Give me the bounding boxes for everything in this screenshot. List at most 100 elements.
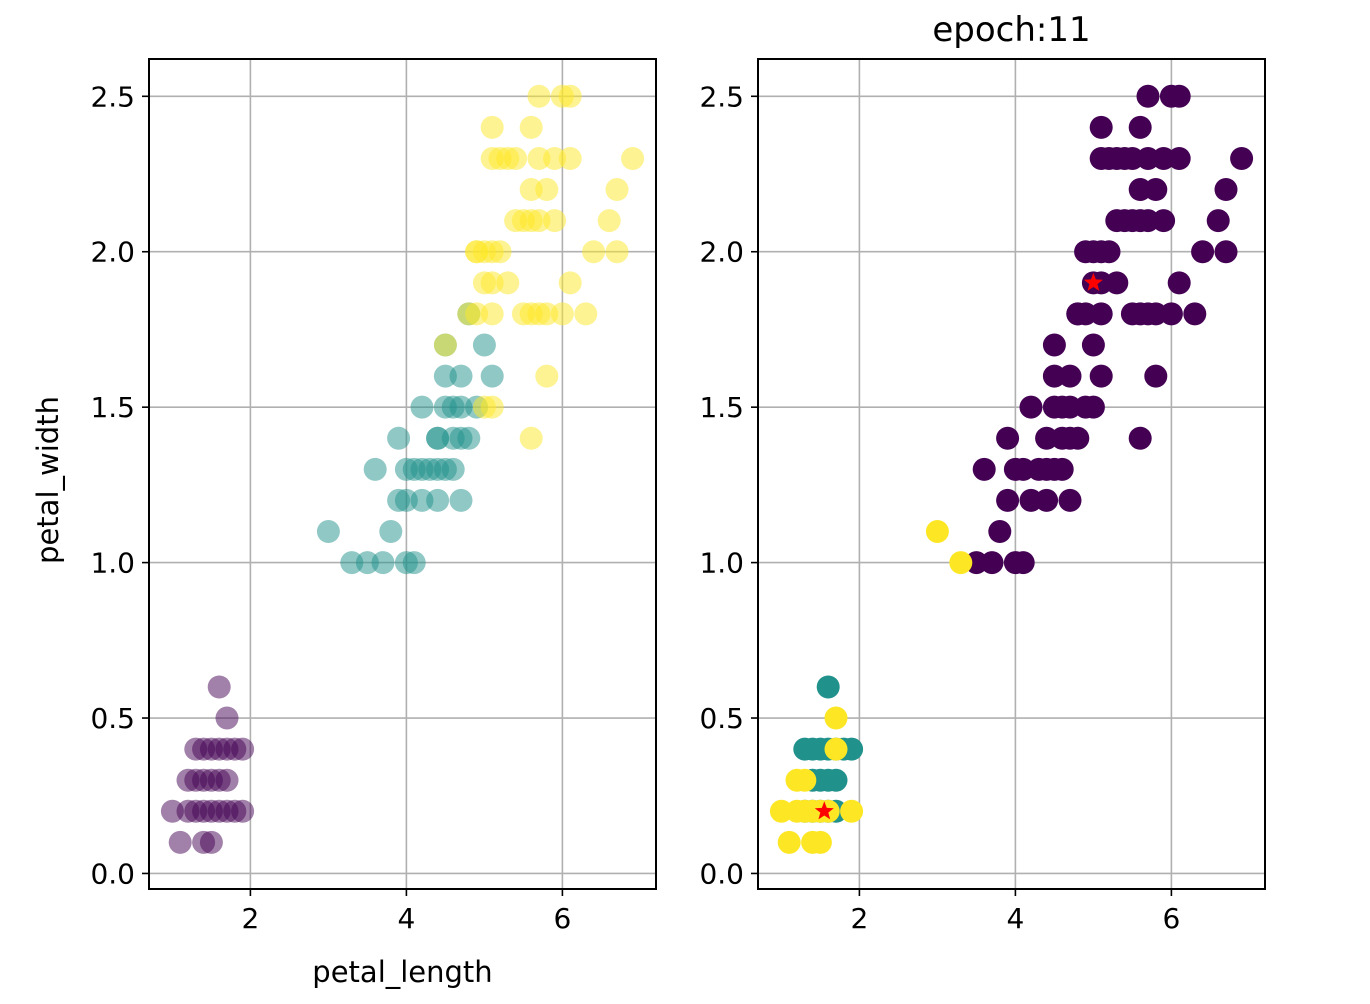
data-point — [1167, 146, 1191, 170]
data-point — [949, 551, 973, 575]
data-point — [824, 768, 848, 792]
data-point — [1167, 271, 1191, 295]
data-point — [1081, 395, 1105, 419]
y-tick-label: 1.5 — [699, 391, 744, 424]
data-point — [371, 551, 395, 575]
y-tick-label: 1.0 — [699, 547, 744, 580]
data-point — [996, 488, 1020, 512]
data-point — [504, 146, 528, 170]
data-point — [480, 115, 504, 139]
data-point — [449, 395, 473, 419]
data-point — [582, 240, 606, 264]
data-point — [1089, 115, 1113, 139]
data-point — [465, 240, 489, 264]
data-point — [605, 240, 629, 264]
data-point — [1214, 178, 1238, 202]
data-point — [168, 830, 192, 854]
data-point — [777, 830, 801, 854]
data-point — [793, 768, 817, 792]
x-tick-label: 6 — [1162, 902, 1180, 935]
data-point — [426, 426, 450, 450]
data-point — [480, 364, 504, 388]
data-point — [1159, 302, 1183, 326]
data-point — [449, 488, 473, 512]
data-point — [1058, 395, 1082, 419]
data-point — [519, 426, 543, 450]
data-point — [387, 426, 411, 450]
data-point — [824, 737, 848, 761]
chart-title: epoch:11 — [932, 10, 1090, 50]
data-point — [988, 520, 1012, 544]
y-tick-label: 2.5 — [90, 80, 135, 113]
axes-frame — [148, 58, 657, 890]
data-point — [543, 209, 567, 233]
data-point — [972, 457, 996, 481]
y-tick-label: 0.5 — [90, 702, 135, 735]
data-point — [426, 488, 450, 512]
data-point — [1136, 84, 1160, 108]
data-point — [316, 520, 340, 544]
data-point — [519, 115, 543, 139]
y-tick-label: 0.5 — [699, 702, 744, 735]
data-point — [207, 768, 231, 792]
data-point — [1214, 240, 1238, 264]
data-point — [597, 209, 621, 233]
data-point — [379, 520, 403, 544]
y-tick-label: 0.0 — [90, 857, 135, 890]
axes-frame — [757, 58, 1266, 890]
data-point — [840, 799, 864, 823]
data-point — [223, 737, 247, 761]
centroid-star — [1083, 272, 1103, 291]
data-point — [605, 178, 629, 202]
data-point — [1066, 426, 1090, 450]
data-point — [410, 395, 434, 419]
data-point — [535, 364, 559, 388]
data-point — [1042, 333, 1066, 357]
data-point — [621, 146, 645, 170]
data-point — [176, 768, 200, 792]
y-tick-label: 2.0 — [90, 236, 135, 269]
data-point — [808, 830, 832, 854]
data-point — [1019, 395, 1043, 419]
data-point — [925, 520, 949, 544]
right-plot: 2 4 6 0.0 0.5 1.0 1.5 2.0 2.5 epoch:11 — [699, 10, 1266, 935]
data-point — [207, 675, 231, 699]
y-tick-label: 1.5 — [90, 391, 135, 424]
data-point — [449, 364, 473, 388]
y-tick-label: 0.0 — [699, 857, 744, 890]
centroid-star — [814, 801, 834, 820]
data-point — [480, 395, 504, 419]
data-point — [1097, 240, 1121, 264]
x-tick-label: 2 — [850, 902, 868, 935]
x-tick-label: 4 — [1006, 902, 1024, 935]
x-tick-label: 2 — [241, 902, 259, 935]
data-point — [1066, 302, 1090, 326]
x-tick-label: 4 — [397, 902, 415, 935]
data-point — [980, 551, 1004, 575]
data-point — [824, 706, 848, 730]
data-point — [527, 302, 551, 326]
data-point — [1152, 209, 1176, 233]
data-point — [1120, 146, 1144, 170]
data-point — [1050, 457, 1074, 481]
data-point — [1183, 302, 1207, 326]
data-point — [1128, 426, 1152, 450]
data-point — [574, 302, 598, 326]
data-point — [1105, 209, 1129, 233]
data-point — [996, 426, 1020, 450]
data-point — [1206, 209, 1230, 233]
data-point — [558, 271, 582, 295]
data-point — [1167, 84, 1191, 108]
data-point — [1128, 115, 1152, 139]
data-point — [1058, 488, 1082, 512]
data-point — [1089, 302, 1113, 326]
data-point — [441, 457, 465, 481]
data-point — [363, 457, 387, 481]
data-point — [480, 302, 504, 326]
left-plot: 2 4 6 0.0 0.5 1.0 1.5 2.0 2.5 petal_length petal_w… — [31, 58, 657, 989]
data-point — [527, 84, 551, 108]
data-point — [1144, 178, 1168, 202]
data-point — [496, 271, 520, 295]
y-tick-label: 2.5 — [699, 80, 744, 113]
